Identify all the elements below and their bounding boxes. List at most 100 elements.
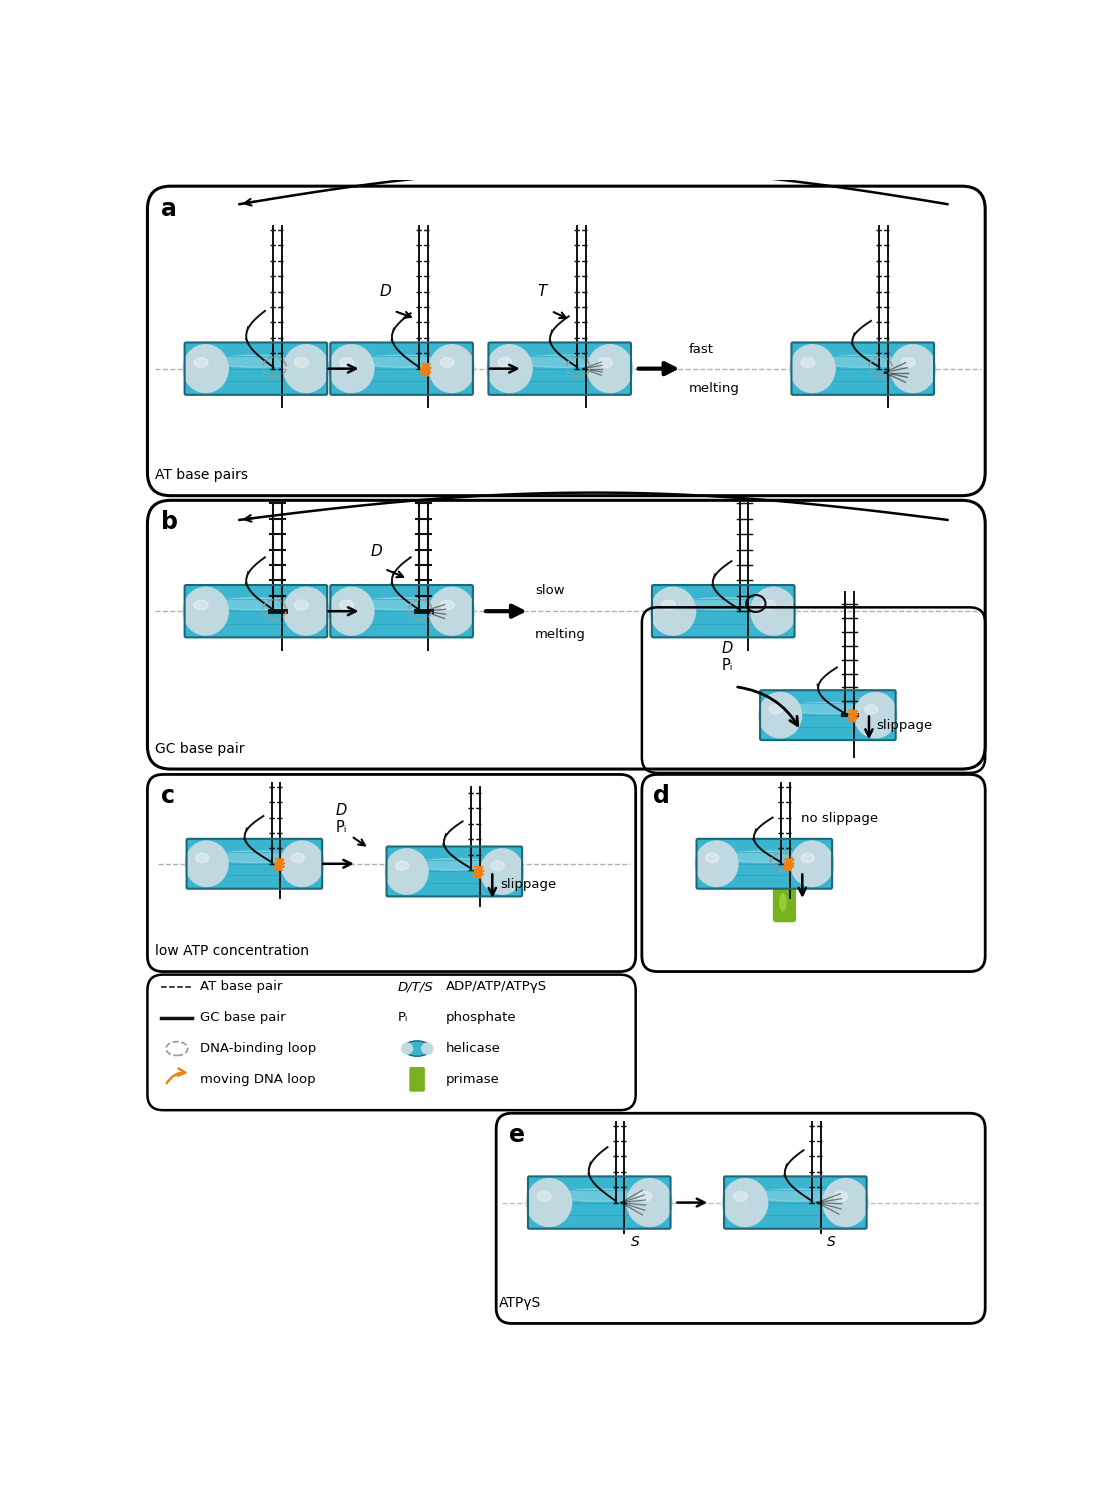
Text: S: S (631, 1234, 640, 1250)
Ellipse shape (486, 344, 533, 393)
Ellipse shape (790, 840, 834, 886)
Ellipse shape (214, 356, 297, 368)
Ellipse shape (440, 600, 454, 610)
Ellipse shape (182, 586, 229, 636)
Text: D: D (336, 802, 347, 818)
Ellipse shape (518, 356, 601, 368)
Text: phosphate: phosphate (445, 1011, 516, 1025)
Text: melting: melting (688, 381, 739, 394)
Text: AT base pair: AT base pair (200, 981, 283, 993)
Ellipse shape (429, 586, 475, 636)
Ellipse shape (291, 853, 304, 862)
Ellipse shape (734, 1191, 747, 1202)
Ellipse shape (414, 858, 494, 870)
Text: slippage: slippage (876, 718, 933, 732)
Ellipse shape (283, 586, 329, 636)
Ellipse shape (440, 357, 454, 368)
FancyBboxPatch shape (185, 585, 327, 638)
Ellipse shape (706, 853, 719, 862)
Ellipse shape (821, 356, 905, 368)
Text: DNA-binding loop: DNA-binding loop (200, 1042, 316, 1054)
Ellipse shape (214, 597, 297, 610)
Ellipse shape (537, 1191, 551, 1202)
Text: c: c (161, 783, 176, 807)
FancyBboxPatch shape (185, 342, 327, 394)
Ellipse shape (758, 692, 802, 738)
Ellipse shape (822, 1178, 869, 1227)
Ellipse shape (194, 600, 208, 610)
Ellipse shape (182, 344, 229, 393)
Ellipse shape (295, 357, 308, 368)
Ellipse shape (801, 357, 814, 368)
Text: AT base pairs: AT base pairs (155, 468, 249, 482)
Text: low ATP concentration: low ATP concentration (155, 944, 309, 957)
Ellipse shape (283, 344, 329, 393)
Ellipse shape (769, 705, 782, 714)
Text: Pᵢ: Pᵢ (722, 658, 733, 674)
Ellipse shape (526, 1178, 572, 1227)
Ellipse shape (339, 600, 354, 610)
Ellipse shape (396, 861, 409, 870)
Ellipse shape (491, 861, 504, 870)
Ellipse shape (638, 1191, 652, 1202)
Text: a: a (161, 196, 177, 220)
Ellipse shape (587, 344, 633, 393)
Ellipse shape (761, 600, 776, 610)
Ellipse shape (557, 1190, 641, 1202)
FancyBboxPatch shape (488, 342, 631, 394)
Ellipse shape (789, 344, 835, 393)
Text: d: d (653, 783, 671, 807)
Ellipse shape (750, 586, 797, 636)
Ellipse shape (722, 1178, 768, 1227)
Text: slippage: slippage (501, 878, 556, 891)
Ellipse shape (403, 1041, 431, 1056)
Ellipse shape (214, 850, 294, 862)
Text: GC base pair: GC base pair (155, 742, 244, 756)
Text: e: e (508, 1124, 525, 1148)
Ellipse shape (295, 600, 308, 610)
Ellipse shape (662, 600, 675, 610)
Ellipse shape (328, 586, 375, 636)
Text: no slippage: no slippage (801, 813, 877, 825)
Ellipse shape (695, 840, 739, 886)
Ellipse shape (194, 357, 208, 368)
FancyBboxPatch shape (387, 846, 523, 897)
Ellipse shape (801, 853, 814, 862)
Ellipse shape (834, 1191, 848, 1202)
FancyBboxPatch shape (528, 1176, 671, 1228)
Ellipse shape (754, 1190, 838, 1202)
FancyBboxPatch shape (330, 342, 473, 394)
Ellipse shape (185, 840, 229, 886)
Ellipse shape (360, 597, 443, 610)
Ellipse shape (421, 1042, 433, 1054)
Text: Pᵢ: Pᵢ (336, 819, 347, 834)
Ellipse shape (498, 357, 512, 368)
Ellipse shape (779, 892, 787, 912)
Text: melting: melting (535, 628, 586, 640)
FancyBboxPatch shape (187, 839, 323, 888)
Text: slow: slow (535, 585, 565, 597)
FancyBboxPatch shape (724, 1176, 866, 1228)
Ellipse shape (598, 357, 612, 368)
Text: D: D (380, 285, 391, 300)
FancyBboxPatch shape (791, 342, 934, 394)
Text: S: S (828, 1234, 836, 1250)
Ellipse shape (429, 344, 475, 393)
Ellipse shape (401, 1042, 413, 1054)
Ellipse shape (339, 357, 354, 368)
Text: D: D (370, 544, 382, 560)
Ellipse shape (890, 344, 936, 393)
Text: fast: fast (688, 342, 714, 355)
Text: ATPγS: ATPγS (498, 1296, 540, 1311)
Ellipse shape (788, 702, 867, 714)
Text: T: T (537, 285, 547, 300)
Text: GC base pair: GC base pair (200, 1011, 286, 1025)
Ellipse shape (196, 853, 209, 862)
Text: D: D (722, 640, 733, 656)
Text: D/T/S: D/T/S (398, 981, 433, 993)
Ellipse shape (650, 586, 696, 636)
FancyBboxPatch shape (760, 690, 896, 740)
Ellipse shape (280, 840, 324, 886)
Ellipse shape (385, 847, 429, 895)
Text: primase: primase (445, 1072, 499, 1086)
